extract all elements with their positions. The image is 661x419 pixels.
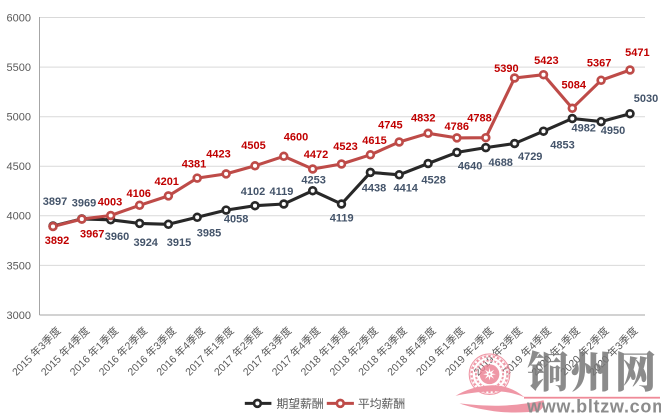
svg-text:4853: 4853	[550, 140, 574, 152]
svg-text:5000: 5000	[7, 112, 31, 124]
svg-text:6000: 6000	[7, 12, 31, 24]
svg-text:4729: 4729	[518, 151, 542, 163]
svg-text:3000: 3000	[7, 310, 31, 322]
svg-text:5390: 5390	[494, 63, 518, 75]
svg-text:3500: 3500	[7, 260, 31, 272]
svg-text:4438: 4438	[362, 183, 386, 195]
svg-text:3924: 3924	[133, 237, 158, 249]
svg-text:4528: 4528	[421, 175, 445, 187]
svg-text:4950: 4950	[601, 125, 625, 137]
svg-text:3897: 3897	[43, 196, 67, 208]
svg-text:3892: 3892	[45, 235, 69, 247]
svg-text:5423: 5423	[534, 55, 558, 67]
svg-text:4414: 4414	[393, 183, 418, 195]
svg-text:4500: 4500	[7, 161, 31, 173]
svg-text:4786: 4786	[445, 121, 469, 133]
svg-text:www.bltzw.com: www.bltzw.com	[526, 396, 661, 416]
svg-text:3969: 3969	[72, 198, 96, 210]
svg-text:5367: 5367	[587, 58, 611, 70]
svg-text:4832: 4832	[411, 113, 435, 125]
svg-text:3967: 3967	[80, 229, 104, 241]
svg-text:4788: 4788	[467, 113, 491, 125]
svg-text:4119: 4119	[330, 213, 354, 225]
svg-text:4201: 4201	[154, 176, 178, 188]
svg-text:4058: 4058	[224, 213, 248, 225]
svg-text:4472: 4472	[304, 149, 328, 161]
svg-text:3960: 3960	[105, 231, 129, 243]
svg-text:4253: 4253	[301, 174, 325, 186]
svg-text:4640: 4640	[458, 161, 482, 173]
svg-text:4745: 4745	[378, 120, 402, 132]
svg-text:4600: 4600	[284, 131, 308, 143]
svg-text:4000: 4000	[7, 211, 31, 223]
svg-text:4119: 4119	[269, 186, 293, 198]
svg-text:4615: 4615	[362, 135, 386, 147]
svg-text:3915: 3915	[167, 237, 191, 249]
svg-text:5471: 5471	[625, 47, 649, 59]
svg-text:5084: 5084	[562, 79, 587, 91]
svg-text:4982: 4982	[571, 123, 595, 135]
svg-text:4505: 4505	[241, 140, 265, 152]
svg-text:5500: 5500	[7, 62, 31, 74]
svg-text:5030: 5030	[634, 93, 658, 105]
svg-text:4688: 4688	[488, 157, 512, 169]
svg-text:4003: 4003	[98, 197, 122, 209]
svg-text:4102: 4102	[241, 186, 265, 198]
svg-text:4523: 4523	[333, 141, 357, 153]
svg-text:4106: 4106	[126, 188, 150, 200]
svg-text:4381: 4381	[182, 159, 206, 171]
svg-text:4423: 4423	[206, 149, 230, 161]
svg-text:3985: 3985	[197, 227, 221, 239]
